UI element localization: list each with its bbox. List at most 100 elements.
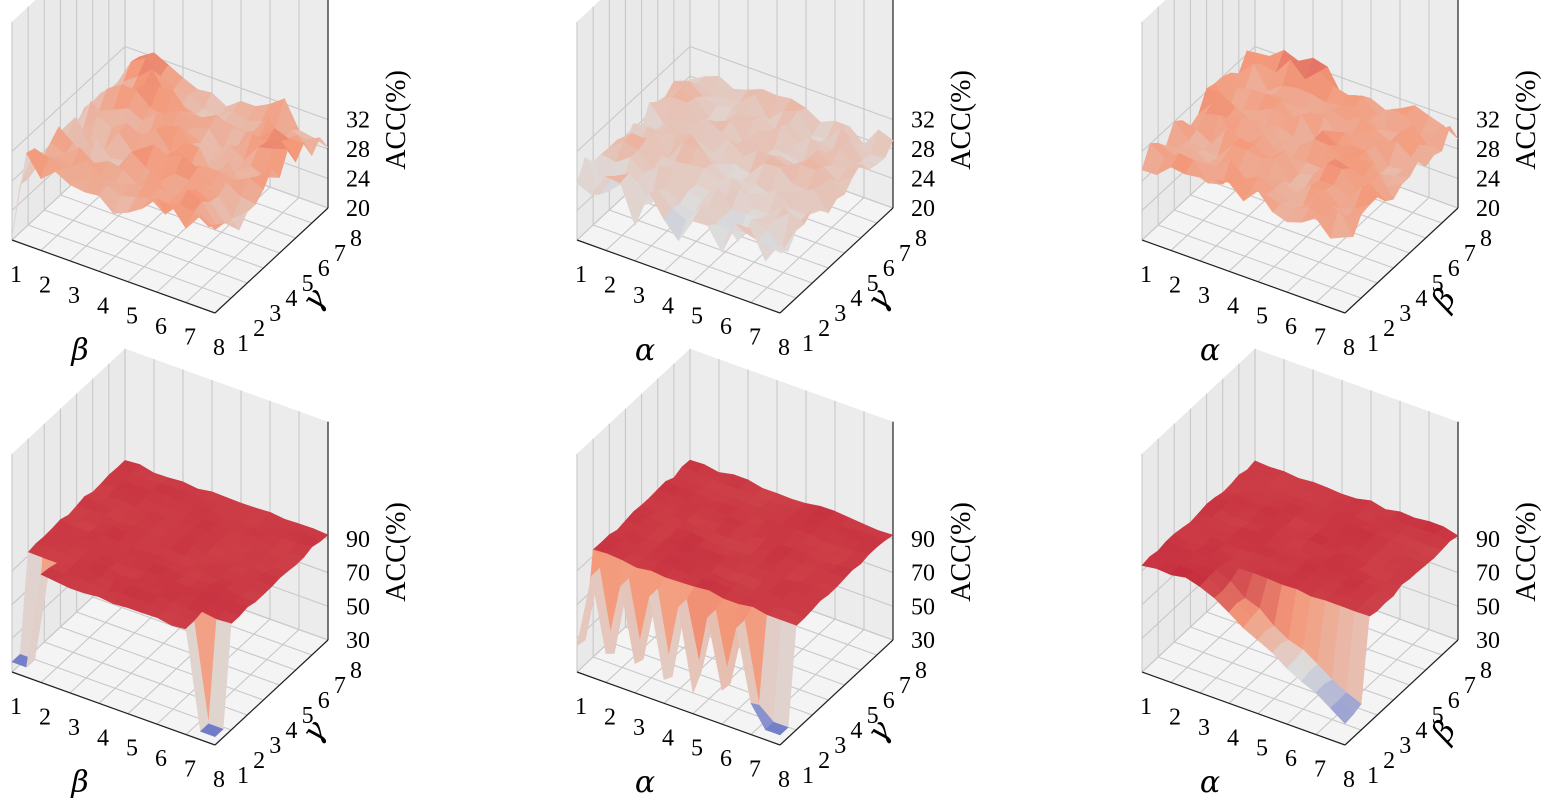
y-tick-label: 7 bbox=[334, 241, 346, 267]
y-tick-label: 2 bbox=[1383, 316, 1395, 342]
floor-grid-y bbox=[1157, 656, 1362, 731]
x-tick-label: 2 bbox=[39, 272, 51, 298]
y-tick-label: 3 bbox=[1399, 301, 1411, 327]
x-tick-label: 3 bbox=[1198, 715, 1210, 741]
x-tick-label: 7 bbox=[1314, 757, 1326, 783]
x-tick-label: 7 bbox=[184, 757, 196, 783]
z-tick-label: 50 bbox=[346, 594, 370, 620]
surface bbox=[1141, 460, 1459, 725]
y-axis-line bbox=[1344, 639, 1459, 746]
z-tick-label: 28 bbox=[346, 137, 370, 163]
z-tick-label: 24 bbox=[346, 167, 370, 193]
z-tick-label: 90 bbox=[346, 527, 370, 553]
z-tick-label: 24 bbox=[1476, 167, 1500, 193]
surface bbox=[1141, 49, 1459, 239]
x-axis-label: β bbox=[70, 333, 88, 368]
y-tick-label: 7 bbox=[1464, 673, 1476, 699]
y-tick-label: 5 bbox=[867, 271, 879, 297]
x-tick-label: 1 bbox=[1140, 262, 1152, 288]
x-tick-label: 8 bbox=[1343, 767, 1355, 793]
side-grid-z bbox=[11, 46, 126, 152]
floor-grid-x bbox=[185, 197, 300, 303]
y-tick-label: 3 bbox=[269, 733, 281, 759]
x-axis-line bbox=[576, 239, 781, 314]
floor-grid-y bbox=[609, 209, 813, 284]
x-tick-label: 1 bbox=[10, 694, 22, 720]
z-tick-label: 32 bbox=[1476, 108, 1500, 134]
side-grid-z bbox=[1141, 46, 1256, 152]
x-tick-label: 5 bbox=[691, 304, 703, 330]
x-tick-label: 4 bbox=[1227, 725, 1239, 751]
z-axis-label: ACC(%) bbox=[946, 502, 977, 602]
x-tick-label: 4 bbox=[97, 725, 109, 751]
y-tick-label: 7 bbox=[899, 241, 911, 267]
y-tick-label: 2 bbox=[1383, 748, 1395, 774]
y-axis-label: β bbox=[1424, 282, 1463, 317]
z-axis-label: ACC(%) bbox=[381, 70, 412, 170]
x-axis-line bbox=[11, 671, 216, 746]
y-tick-label: 1 bbox=[802, 763, 814, 789]
x-tick-label: 5 bbox=[691, 736, 703, 762]
z-tick-label: 30 bbox=[911, 628, 935, 654]
y-tick-label: 6 bbox=[318, 688, 330, 714]
z-tick-label: 20 bbox=[346, 196, 370, 222]
y-tick-label: 8 bbox=[915, 658, 927, 684]
y-tick-label: 6 bbox=[318, 256, 330, 282]
surface bbox=[11, 52, 329, 237]
x-axis-label: α bbox=[635, 333, 655, 368]
y-tick-label: 4 bbox=[1415, 286, 1427, 312]
x-tick-label: 1 bbox=[1140, 694, 1152, 720]
floor-grid-y bbox=[27, 656, 232, 731]
y-tick-label: 5 bbox=[1432, 703, 1444, 729]
floor-grid-y bbox=[1174, 209, 1378, 284]
x-axis-line bbox=[11, 239, 216, 314]
z-tick-label: 28 bbox=[1476, 137, 1500, 163]
surface-patch bbox=[765, 243, 790, 262]
surface bbox=[576, 459, 894, 736]
y-tick-label: 4 bbox=[285, 286, 297, 312]
y-tick-label: 7 bbox=[1464, 241, 1476, 267]
x-tick-label: 3 bbox=[68, 283, 80, 309]
y-tick-label: 3 bbox=[269, 301, 281, 327]
x-tick-label: 7 bbox=[749, 325, 761, 351]
x-tick-label: 8 bbox=[213, 335, 225, 361]
x-tick-label: 2 bbox=[1169, 272, 1181, 298]
floor-pane bbox=[12, 567, 328, 745]
x-axis-label: α bbox=[635, 765, 655, 800]
y-tick-label: 1 bbox=[802, 331, 814, 357]
surface bbox=[576, 75, 894, 262]
z-tick-label: 70 bbox=[346, 561, 370, 587]
x-tick-label: 7 bbox=[1314, 325, 1326, 351]
y-tick-label: 5 bbox=[1432, 271, 1444, 297]
y-axis-line bbox=[779, 639, 894, 746]
x-tick-label: 5 bbox=[126, 304, 138, 330]
y-tick-label: 2 bbox=[253, 748, 265, 774]
y-axis-label: γ bbox=[295, 714, 334, 749]
x-tick-label: 2 bbox=[1169, 704, 1181, 730]
x-tick-label: 6 bbox=[155, 314, 167, 340]
x-tick-label: 5 bbox=[1256, 736, 1268, 762]
x-tick-label: 4 bbox=[662, 293, 674, 319]
y-tick-label: 5 bbox=[302, 271, 314, 297]
x-axis-label: α bbox=[1200, 765, 1220, 800]
x-tick-label: 2 bbox=[39, 704, 51, 730]
x-axis-line bbox=[1141, 239, 1346, 314]
z-tick-label: 28 bbox=[911, 137, 935, 163]
x-tick-label: 2 bbox=[604, 272, 616, 298]
z-tick-label: 32 bbox=[911, 108, 935, 134]
y-tick-label: 2 bbox=[818, 748, 830, 774]
y-tick-label: 1 bbox=[237, 763, 249, 789]
x-tick-label: 8 bbox=[213, 767, 225, 793]
y-tick-label: 1 bbox=[1367, 331, 1379, 357]
y-tick-label: 8 bbox=[350, 658, 362, 684]
z-tick-label: 90 bbox=[911, 527, 935, 553]
y-tick-label: 2 bbox=[253, 316, 265, 342]
z-tick-label: 30 bbox=[346, 628, 370, 654]
y-tick-label: 7 bbox=[334, 673, 346, 699]
